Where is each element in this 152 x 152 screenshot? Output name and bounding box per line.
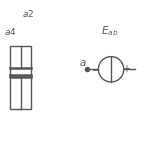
Text: $-$: $-$ <box>91 64 100 74</box>
Text: $a4$: $a4$ <box>4 26 17 37</box>
Text: $a2$: $a2$ <box>22 8 35 19</box>
Text: $a$: $a$ <box>79 58 86 68</box>
Text: $+$: $+$ <box>122 63 131 74</box>
Text: $E_{ab}$: $E_{ab}$ <box>101 24 118 38</box>
